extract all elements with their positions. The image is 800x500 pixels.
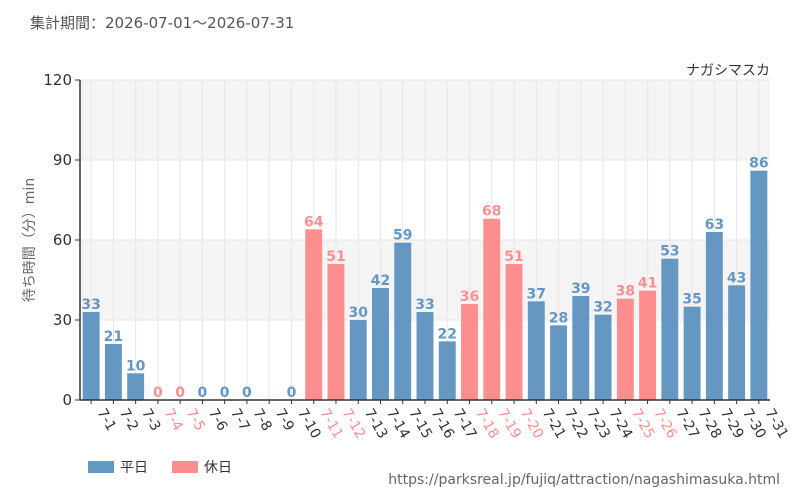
x-tick-label: 7-9 (272, 406, 297, 434)
chart-title: ナガシマスカ (686, 63, 770, 79)
bar (683, 306, 701, 400)
bar (483, 218, 501, 400)
bar-value-label: 0 (153, 385, 163, 401)
bar-value-label: 32 (593, 300, 612, 316)
bar-value-label: 59 (393, 228, 412, 244)
legend-swatch-holiday (172, 461, 198, 473)
bar (505, 264, 523, 400)
bar (327, 264, 345, 400)
bar-value-label: 53 (660, 244, 679, 260)
bar-value-label: 28 (549, 310, 568, 326)
legend-swatch-weekday (88, 461, 114, 473)
x-tick-label: 7-3 (138, 406, 163, 434)
period-label: 集計期間：2026-07-01～2026-07-31 (30, 14, 295, 32)
legend-item-holiday: 休日 (172, 457, 232, 477)
bar-value-label: 21 (104, 329, 123, 345)
x-tick-label: 7-2 (116, 406, 141, 434)
bar-value-label: 38 (616, 284, 635, 300)
bar-value-label: 22 (438, 326, 457, 342)
bar (705, 232, 723, 400)
bar-value-label: 41 (638, 276, 657, 292)
bar (728, 285, 746, 400)
x-tick-label: 7-8 (249, 406, 274, 434)
bar (104, 344, 122, 400)
bar-value-label: 33 (81, 297, 100, 313)
legend-item-weekday: 平日 (88, 457, 148, 477)
legend-label-holiday: 休日 (204, 460, 232, 476)
bar (372, 288, 389, 400)
legend-label-weekday: 平日 (120, 460, 148, 476)
bar-value-label: 10 (126, 358, 146, 374)
bar-value-label: 0 (220, 385, 230, 401)
bar (661, 258, 679, 400)
bar-value-label: 0 (198, 385, 208, 401)
y-tick-label: 0 (62, 391, 72, 409)
legend: 平日 休日 (88, 457, 232, 477)
bar-value-label: 0 (175, 385, 185, 401)
bar (527, 301, 545, 400)
bar-value-label: 35 (682, 292, 701, 308)
bar (639, 290, 657, 400)
x-tick-label: 7-7 (227, 406, 252, 434)
x-tick-label: 7-4 (160, 406, 185, 434)
bar-value-label: 39 (571, 281, 590, 297)
bar (305, 229, 323, 400)
bar (349, 320, 367, 400)
bar (750, 170, 768, 400)
bar (616, 298, 634, 400)
bar-value-label: 33 (415, 297, 434, 313)
bar (127, 373, 145, 400)
bar-value-label: 0 (242, 385, 252, 401)
bar-value-label: 63 (705, 217, 724, 233)
y-tick-label: 120 (43, 71, 72, 89)
y-tick-label: 30 (53, 311, 72, 329)
bar-value-label: 42 (371, 273, 390, 289)
bar (82, 312, 100, 400)
bar-value-label: 43 (727, 270, 746, 286)
y-tick-label: 90 (53, 151, 72, 169)
bar-value-label: 37 (527, 286, 546, 302)
bar-value-label: 30 (348, 305, 368, 321)
x-tick-label: 7-1 (94, 406, 119, 434)
bar (438, 341, 456, 400)
bar (550, 325, 568, 400)
bar (394, 242, 412, 400)
bar-value-label: 68 (482, 204, 501, 220)
x-tick-label: 7-31 (761, 406, 791, 442)
bar-value-label: 36 (460, 289, 479, 305)
source-url: https://parksreal.jp/fujiq/attraction/na… (388, 472, 780, 488)
bar-value-label: 0 (287, 385, 297, 401)
bar (572, 296, 590, 400)
y-axis-label: 待ち時間（分）min (22, 178, 38, 302)
bar-value-label: 51 (326, 249, 345, 265)
y-tick-label: 60 (53, 231, 72, 249)
bar (461, 304, 478, 400)
bar-value-label: 64 (304, 214, 324, 230)
x-tick-label: 7-6 (205, 406, 230, 434)
bar (416, 312, 434, 400)
x-tick-label: 7-5 (183, 406, 208, 434)
bar (594, 314, 612, 400)
bar-value-label: 51 (504, 249, 523, 265)
bar-value-label: 86 (749, 156, 768, 172)
